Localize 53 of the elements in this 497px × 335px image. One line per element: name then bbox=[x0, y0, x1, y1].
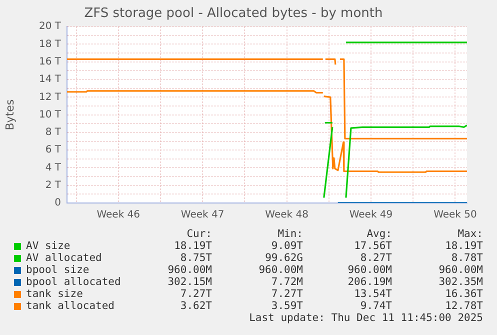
text: Max: bbox=[458, 228, 483, 240]
y-tick-label: 20 T bbox=[38, 21, 62, 32]
text: Cur: bbox=[186, 228, 212, 240]
y-tick-label: 16 T bbox=[38, 56, 62, 68]
legend-label: tank size bbox=[26, 288, 83, 300]
text: 8.75T bbox=[180, 252, 212, 264]
text: 3.62T bbox=[180, 300, 212, 312]
legend-label: tank allocated bbox=[26, 300, 115, 312]
legend-label: bpool allocated bbox=[26, 276, 121, 288]
x-tick-label: Week 49 bbox=[349, 210, 393, 221]
text: 7.72M bbox=[271, 276, 303, 288]
legend-label: AV size bbox=[26, 240, 70, 252]
y-axis-title: Bytes bbox=[3, 99, 16, 130]
text: 960.00M bbox=[258, 264, 303, 276]
x-tick-label: Week 50 bbox=[434, 210, 477, 221]
text: 9.74T bbox=[360, 300, 392, 312]
legend-label: bpool size bbox=[26, 264, 90, 276]
text: 302.15M bbox=[168, 276, 212, 288]
y-tick-label: 14 T bbox=[38, 74, 62, 86]
y-tick-label: 6 T bbox=[45, 144, 62, 156]
text: 7.27T bbox=[271, 288, 303, 300]
text: 99.62G bbox=[265, 252, 303, 264]
legend-label: AV allocated bbox=[26, 252, 102, 264]
text: 8.27T bbox=[360, 252, 392, 264]
text: 16.36T bbox=[445, 288, 483, 300]
text: 13.54T bbox=[354, 288, 392, 300]
y-tick-label: 18 T bbox=[38, 38, 62, 50]
y-tick-label: 10 T bbox=[38, 109, 62, 120]
y-tick-label: 2 T bbox=[45, 180, 62, 191]
text: 18.19T bbox=[174, 240, 212, 252]
text: 206.19M bbox=[348, 276, 392, 288]
text: Min: bbox=[278, 228, 303, 240]
text: 302.35M bbox=[438, 276, 483, 288]
chart-title: ZFS storage pool - Allocated bytes - by month bbox=[84, 6, 383, 22]
y-tick-label: 8 T bbox=[45, 127, 62, 138]
text: 17.56T bbox=[354, 240, 392, 252]
text: 960.00M bbox=[168, 264, 212, 276]
text: 12.78T bbox=[445, 300, 483, 312]
text: Last update: Thu Dec 11 11:45:00 2025 bbox=[249, 312, 483, 324]
text: 9.09T bbox=[271, 240, 303, 252]
y-tick-label: 12 T bbox=[38, 92, 62, 103]
y-tick-label: 4 T bbox=[45, 162, 62, 174]
x-tick-label: Week 46 bbox=[96, 210, 140, 221]
text: 8.78T bbox=[451, 252, 483, 264]
text: 960.00M bbox=[438, 264, 483, 276]
y-tick-label: 0 bbox=[54, 198, 61, 209]
x-tick-label: Week 47 bbox=[180, 210, 224, 221]
text: 960.00M bbox=[348, 264, 392, 276]
text: Avg: bbox=[366, 228, 392, 240]
x-tick-label: Week 48 bbox=[265, 210, 308, 221]
text: 3.59T bbox=[271, 300, 303, 312]
text: 7.27T bbox=[180, 288, 212, 300]
text: 18.19T bbox=[445, 240, 483, 252]
